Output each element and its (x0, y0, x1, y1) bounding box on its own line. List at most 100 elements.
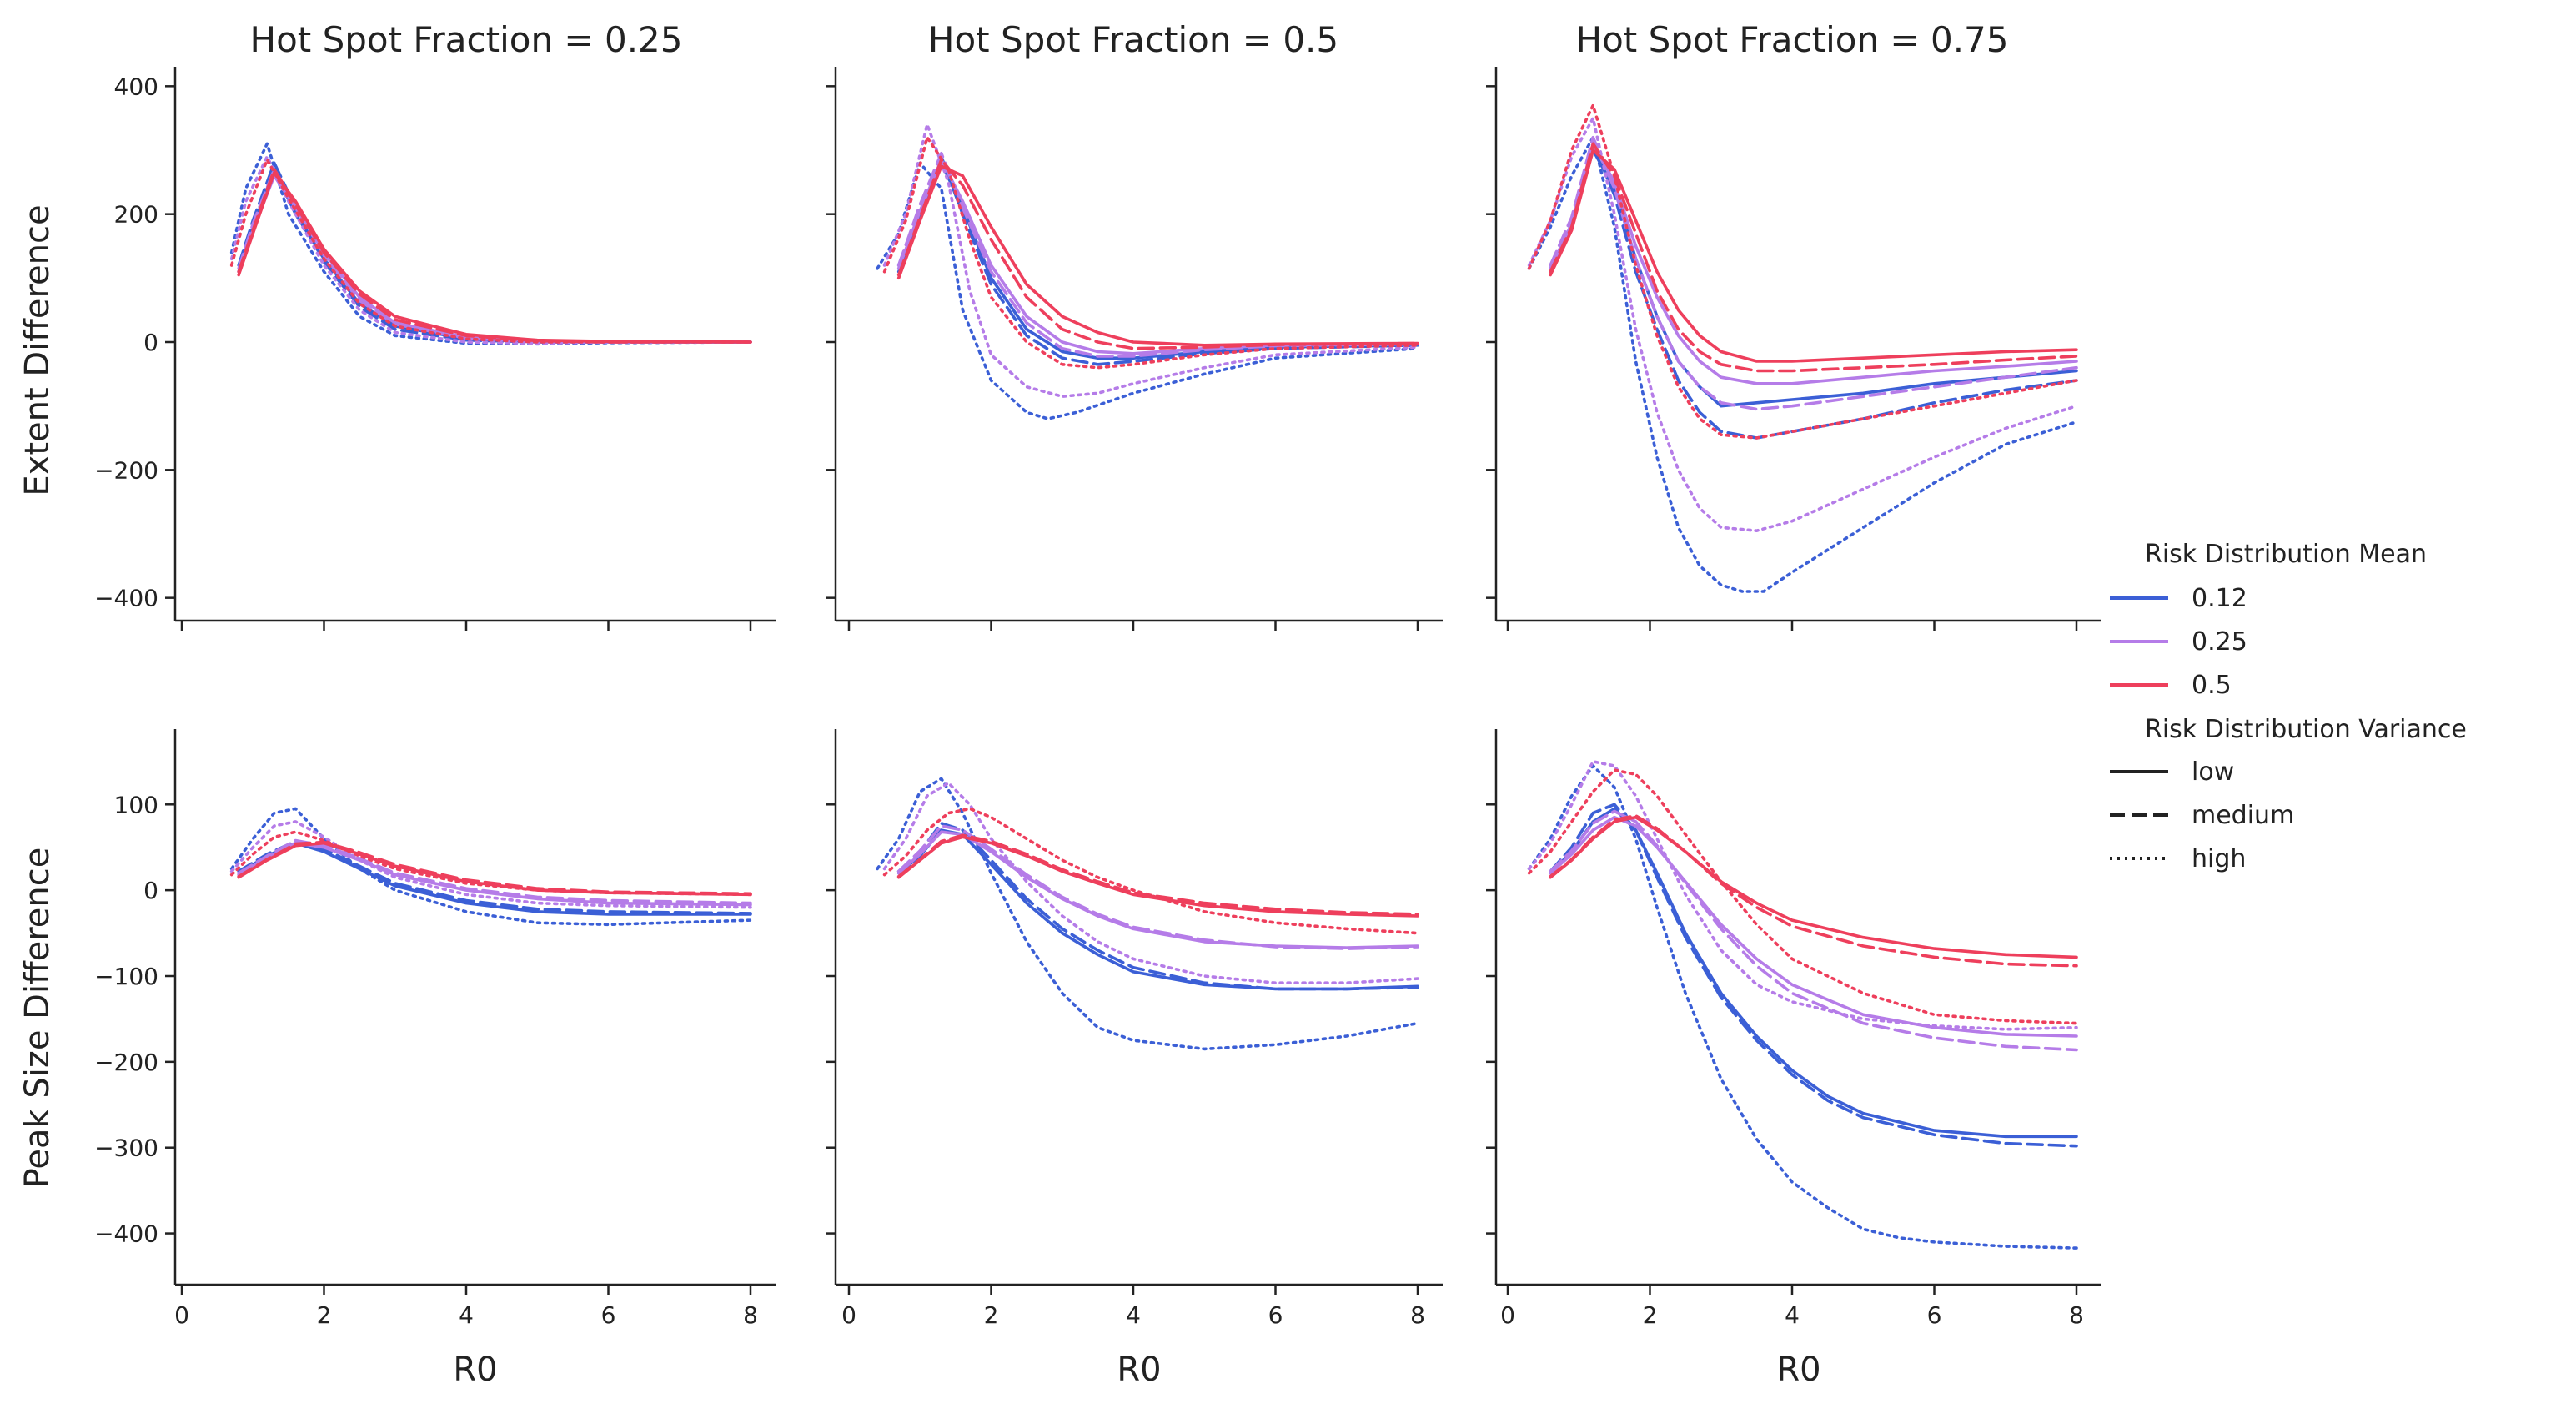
series-line-0.5-high (882, 135, 1419, 370)
x-tick-label: 2 (1643, 1301, 1658, 1329)
series-line-0.12-high (876, 777, 1419, 1051)
series-line-0.25-low (237, 841, 752, 907)
x-tick-label: 0 (174, 1301, 189, 1329)
series-line-0.5-low (896, 164, 1419, 347)
series-line-0.5-medium (896, 833, 1419, 916)
series-line-0.25-medium (896, 824, 1419, 950)
legend-label-mean-0.25: 0.25 (2192, 627, 2247, 657)
legend-title-variance: Risk Distribution Variance (2145, 715, 2467, 744)
y-tick-label: −200 (94, 1049, 158, 1076)
row-label-extent: Extent Difference (18, 204, 57, 496)
row-label-peak: Peak Size Difference (18, 848, 57, 1189)
panel-1-1: 0 2 4 6 8 R0 (826, 729, 1443, 1389)
series-line-0.12-high (1527, 764, 2078, 1250)
panel-title: Hot Spot Fraction = 0.75 (1576, 19, 2009, 60)
series-line-0.25-high (229, 154, 752, 345)
series-line-0.5-high (229, 830, 752, 897)
series-line-0.5-low (1549, 815, 2078, 959)
series-line-0.12-high (1527, 135, 2078, 593)
legend: Risk Distribution Mean 0.12 0.25 0.5 Ris… (2110, 540, 2467, 873)
panel-1-2: 0 2 4 6 8 R0 (1486, 729, 2101, 1389)
x-tick-label: 2 (317, 1301, 332, 1329)
x-tick-label: 6 (601, 1301, 616, 1329)
series-line-0.25-medium (1549, 809, 2078, 1052)
panel-title: Hot Spot Fraction = 0.5 (928, 19, 1338, 60)
series-line-0.25-high (1527, 116, 2078, 533)
legend-label-variance-low: low (2192, 757, 2234, 787)
series-line-0.12-medium (1549, 142, 2078, 440)
legend-label-variance-medium: medium (2192, 801, 2294, 830)
series-line-0.5-high (1527, 768, 2078, 1025)
x-tick-label: 6 (1927, 1301, 1942, 1329)
series-line-0.5-high (229, 158, 752, 344)
x-tick-label: 4 (1785, 1301, 1800, 1329)
legend-item-variance-high: high (2110, 844, 2246, 873)
series-line-0.12-medium (896, 154, 1419, 366)
legend-title-mean: Risk Distribution Mean (2145, 540, 2427, 569)
legend-item-mean-0.12: 0.12 (2110, 584, 2247, 613)
series-line-0.12-high (229, 807, 752, 927)
x-tick-label: 0 (841, 1301, 856, 1329)
panel-0-1: Hot Spot Fraction = 0.5 (826, 19, 1443, 631)
series-line-0.12-low (1549, 807, 2078, 1139)
x-axis-label: R0 (1776, 1351, 1820, 1389)
series-line-0.25-medium (896, 152, 1419, 358)
y-tick-label: −200 (94, 456, 158, 484)
legend-item-mean-0.25: 0.25 (2110, 627, 2247, 657)
x-axis-label: R0 (453, 1351, 497, 1389)
legend-item-variance-medium: medium (2110, 801, 2294, 830)
series-line-0.5-low (1549, 148, 2078, 363)
legend-item-mean-0.5: 0.5 (2110, 671, 2232, 700)
y-tick-label: 200 (114, 201, 158, 229)
x-axis-label: R0 (1117, 1351, 1161, 1389)
panel-0-2: Hot Spot Fraction = 0.75 (1486, 19, 2101, 631)
y-tick-label: −100 (94, 963, 158, 990)
series-line-0.12-high (229, 142, 752, 346)
y-tick-label: −400 (94, 585, 158, 612)
x-tick-label: 8 (2069, 1301, 2084, 1329)
series-line-0.25-high (229, 820, 752, 909)
legend-label-mean-0.12: 0.12 (2192, 584, 2247, 613)
legend-item-variance-low: low (2110, 757, 2234, 787)
x-tick-label: 6 (1268, 1301, 1283, 1329)
series-line-0.25-high (1527, 760, 2078, 1031)
y-tick-label: 0 (143, 877, 158, 904)
x-tick-label: 0 (1500, 1301, 1515, 1329)
y-tick-label: −400 (94, 1220, 158, 1248)
x-tick-label: 8 (1410, 1301, 1425, 1329)
series-line-0.25-high (882, 781, 1419, 984)
series-line-0.12-low (896, 161, 1419, 360)
x-tick-label: 4 (1126, 1301, 1141, 1329)
series-line-0.5-medium (237, 840, 752, 896)
series-line-0.12-medium (1549, 803, 2078, 1148)
series-line-0.25-high (882, 123, 1419, 399)
panel-title: Hot Spot Fraction = 0.25 (250, 19, 683, 60)
series-line-0.5-medium (1549, 142, 2078, 373)
x-tick-label: 2 (984, 1301, 999, 1329)
y-tick-label: 0 (143, 329, 158, 356)
series-line-0.12-low (896, 828, 1419, 991)
x-tick-label: 4 (459, 1301, 474, 1329)
series-line-0.5-high (1527, 103, 2078, 440)
panel-0-0: −400 −200 0 200 400 Hot Spot Fraction = 0.25 (94, 19, 776, 631)
series-line-0.5-medium (237, 168, 752, 344)
x-tick-label: 8 (743, 1301, 758, 1329)
y-tick-label: 100 (114, 791, 158, 818)
series-line-0.25-low (1549, 142, 2078, 385)
y-tick-label: 400 (114, 73, 158, 100)
series-line-0.25-medium (237, 838, 752, 905)
legend-label-mean-0.5: 0.5 (2192, 671, 2232, 700)
panel-1-0: −400 −300 −200 −100 0 100 0 2 4 6 8 R0 (94, 729, 776, 1389)
legend-label-variance-high: high (2192, 844, 2246, 873)
series-line-0.12-medium (896, 822, 1419, 991)
series-line-0.5-high (882, 807, 1419, 935)
series-line-0.5-medium (896, 158, 1419, 350)
series-line-0.12-low (237, 168, 752, 344)
series-line-0.25-low (1549, 815, 2078, 1038)
y-tick-label: −300 (94, 1135, 158, 1162)
series-line-0.25-medium (237, 168, 752, 344)
series-line-0.12-medium (237, 161, 752, 344)
series-line-0.5-medium (1549, 813, 2078, 968)
